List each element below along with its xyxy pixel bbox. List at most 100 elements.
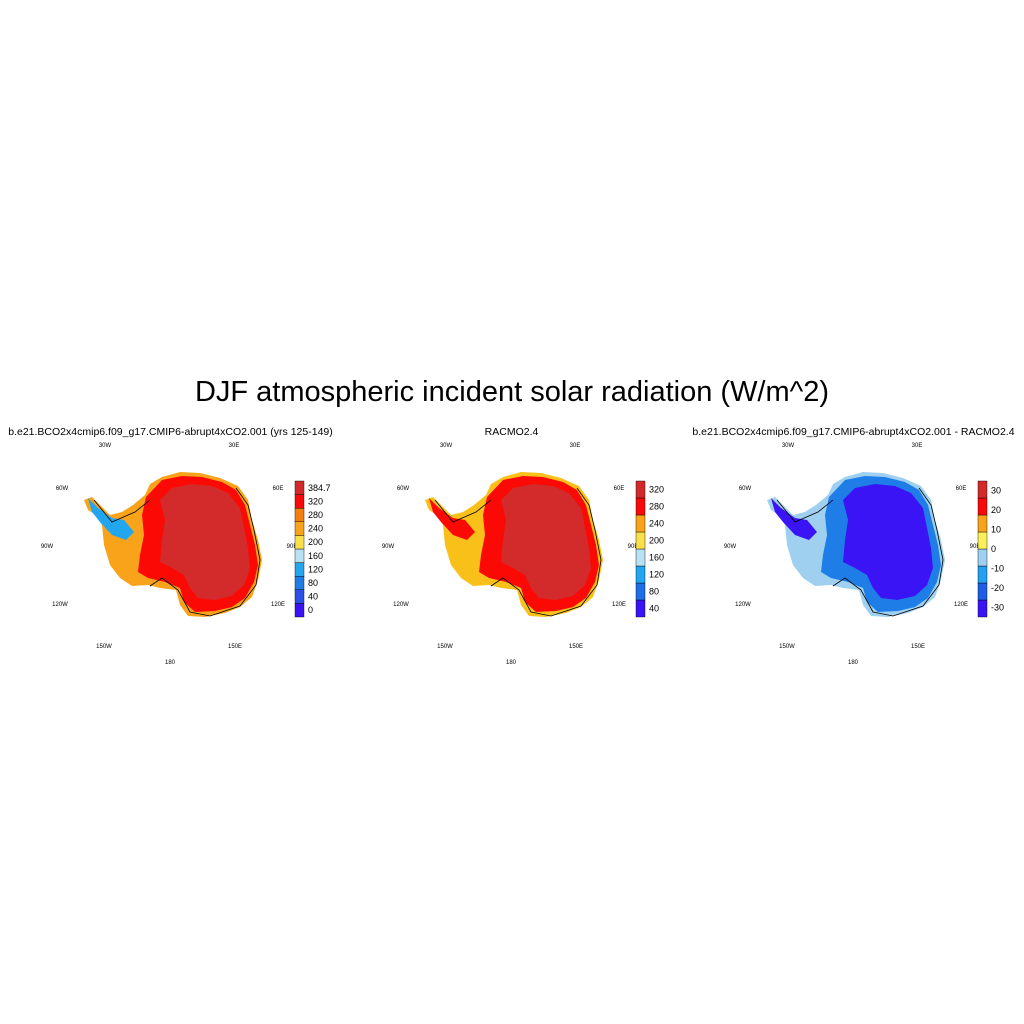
colorbar-tick-label: -30 [991,602,1004,612]
colorbar-tick-label: 20 [991,505,1001,515]
colorbar-swatch [977,582,988,601]
colorbar-tick-label: 384.7 [308,483,331,493]
colorbar-tick-label: 320 [308,496,323,506]
graticule-label-lower-left: 120W [52,602,68,608]
graticule-label-upper-left: 60W [56,486,69,492]
colorbar-tick-label: 80 [649,587,659,597]
panel-title: b.e21.BCO2x4cmip6.f09_g17.CMIP6-abrupt4x… [8,426,333,438]
colorbar-tick-label: 0 [308,605,313,615]
graticule-label-lower-right: 120E [954,602,968,608]
colorbar-swatch [294,548,305,563]
antarctica-shape [767,472,945,617]
map-panel-racmo: RACMO2.4 30W 30E 60W 60E 90W 90E 120W 120E 150W 1… [341,420,682,680]
panel-title: b.e21.BCO2x4cmip6.f09_g17.CMIP6-abrupt4x… [692,426,1015,438]
colorbar-tick-label: 160 [308,551,323,561]
colorbar-tick-label: 240 [308,524,323,534]
graticule-label-lower-left: 120W [735,602,751,608]
colorbar-swatch [635,514,646,533]
graticule-label-bottom: 180 [848,660,859,666]
graticule-label-bottom-right: 150E [911,644,925,650]
graticule-label-bottom-right: 150E [569,644,583,650]
colorbar-tick-label: 120 [308,564,323,574]
graticule-label-bottom-left: 150W [779,644,795,650]
colorbar-tick-label: -10 [991,563,1004,573]
graticule-label-mid-right: 90E [970,544,981,550]
graticule-label-top-right: 30E [570,443,581,449]
colorbar-swatch [294,508,305,523]
colorbar-tick-label: 30 [991,486,1001,496]
graticule-label-top-left: 30W [440,443,453,449]
colorbar-tick-label: 40 [649,604,659,614]
colorbar-swatch [977,497,988,516]
colorbar-swatch [635,531,646,550]
colorbar: 30 20 10 0 -10 -20 -30 [977,480,1004,618]
graticule-label-bottom-left: 150W [437,644,453,650]
colorbar-tick-label: 320 [649,485,664,495]
graticule-label-lower-left: 120W [393,602,409,608]
colorbar-swatch [294,480,305,495]
colorbar-swatch [977,480,988,499]
graticule-label-mid-left: 90W [41,544,54,550]
map-canvas: 30W 30E 60W 60E 90W 90E 120W 120E 150W 150E 180 30 2… [724,443,1004,666]
graticule-label-mid-left: 90W [382,544,395,550]
colorbar: 320 280 240 200 160 120 80 40 [635,480,664,618]
graticule-label-bottom: 180 [506,660,517,666]
graticule-label-top-left: 30W [99,443,112,449]
colorbar-tick-label: 0 [991,544,996,554]
colorbar-swatch [294,603,305,618]
colorbar-tick-label: 280 [649,502,664,512]
colorbar-tick-label: 240 [649,519,664,529]
colorbar-tick-label: 10 [991,525,1001,535]
colorbar-swatch [635,599,646,618]
map-canvas: 30W 30E 60W 60E 90W 90E 120W 120E 150W 150E 180 384… [41,443,331,666]
colorbar-swatch [294,521,305,536]
graticule-label-upper-right: 60E [956,486,967,492]
colorbar-tick-label: -20 [991,583,1004,593]
colorbar-tick-label: 160 [649,553,664,563]
graticule-label-upper-left: 60W [397,486,410,492]
graticule-label-lower-right: 120E [271,602,285,608]
panel-title: RACMO2.4 [484,426,539,438]
colorbar-swatch [635,497,646,516]
graticule-label-upper-right: 60E [273,486,284,492]
colorbar-swatch [294,589,305,604]
colorbar-swatch [977,514,988,533]
colorbar-swatch [635,565,646,584]
graticule-label-bottom-left: 150W [96,644,112,650]
graticule-label-bottom: 180 [165,660,176,666]
graticule-label-mid-right: 90E [287,544,298,550]
colorbar-tick-label: 200 [308,537,323,547]
colorbar-swatch [977,565,988,584]
antarctica-shape [84,472,262,617]
colorbar-swatch [977,548,988,567]
colorbar: 384.7 320 280 240 200 160 120 80 40 0 [294,480,331,618]
colorbar-swatch [977,531,988,550]
antarctica-shape [425,472,603,617]
colorbar-tick-label: 200 [649,536,664,546]
graticule-label-upper-left: 60W [739,486,752,492]
colorbar-swatch [294,576,305,591]
graticule-label-top-right: 30E [229,443,240,449]
colorbar-swatch [294,494,305,509]
graticule-label-upper-right: 60E [614,486,625,492]
map-panel-difference: b.e21.BCO2x4cmip6.f09_g17.CMIP6-abrupt4x… [683,420,1024,680]
colorbar-swatch [635,582,646,601]
colorbar-tick-label: 40 [308,592,318,602]
graticule-label-top-right: 30E [912,443,923,449]
colorbar-tick-label: 120 [649,570,664,580]
graticule-label-bottom-right: 150E [228,644,242,650]
graticule-label-mid-left: 90W [724,544,737,550]
colorbar-swatch [635,548,646,567]
map-panel-model: b.e21.BCO2x4cmip6.f09_g17.CMIP6-abrupt4x… [0,420,341,680]
graticule-label-mid-right: 90E [628,544,639,550]
map-canvas: 30W 30E 60W 60E 90W 90E 120W 120E 150W 150E 180 320… [382,443,664,666]
colorbar-tick-label: 80 [308,578,318,588]
graticule-label-top-left: 30W [782,443,795,449]
colorbar-swatch [635,480,646,499]
colorbar-tick-label: 280 [308,510,323,520]
colorbar-swatch [294,535,305,550]
colorbar-swatch [977,599,988,618]
colorbar-swatch [294,562,305,577]
graticule-label-lower-right: 120E [612,602,626,608]
figure-title: DJF atmospheric incident solar radiation… [194,376,830,408]
